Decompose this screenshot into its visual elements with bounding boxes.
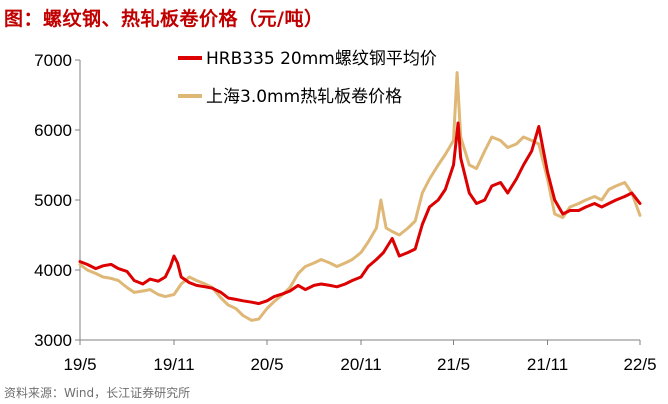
x-tick-label: 20/11	[340, 355, 381, 374]
y-tick-label: 5000	[34, 191, 72, 210]
series-line-0	[78, 121, 642, 306]
legend-label-0: HRB335 20mm螺纹钢平均价	[206, 49, 437, 69]
y-tick-label: 3000	[34, 331, 72, 350]
x-tick-label: 22/5	[623, 355, 656, 374]
x-tick-label: 19/5	[63, 355, 96, 374]
x-tick-label: 19/11	[153, 355, 194, 374]
y-tick-label: 4000	[34, 261, 72, 280]
series-layer	[78, 71, 642, 322]
y-tick-label: 6000	[34, 121, 72, 140]
chart-title: 图：螺纹钢、热轧板卷价格（元/吨）	[4, 8, 324, 30]
x-tick-label: 21/5	[437, 355, 470, 374]
x-tick-label: 21/11	[527, 355, 568, 374]
source-note: 资料来源：Wind，长江证券研究所	[4, 386, 191, 400]
series-line-1	[78, 71, 642, 322]
x-tick-label: 20/5	[250, 355, 283, 374]
y-tick-label: 7000	[34, 51, 72, 70]
legend-label-1: 上海3.0mm热轧板卷价格	[206, 87, 402, 107]
axes: 3000 4000 5000 6000 7000 19/5 19/11 20/5 20/11 21…	[34, 51, 656, 374]
